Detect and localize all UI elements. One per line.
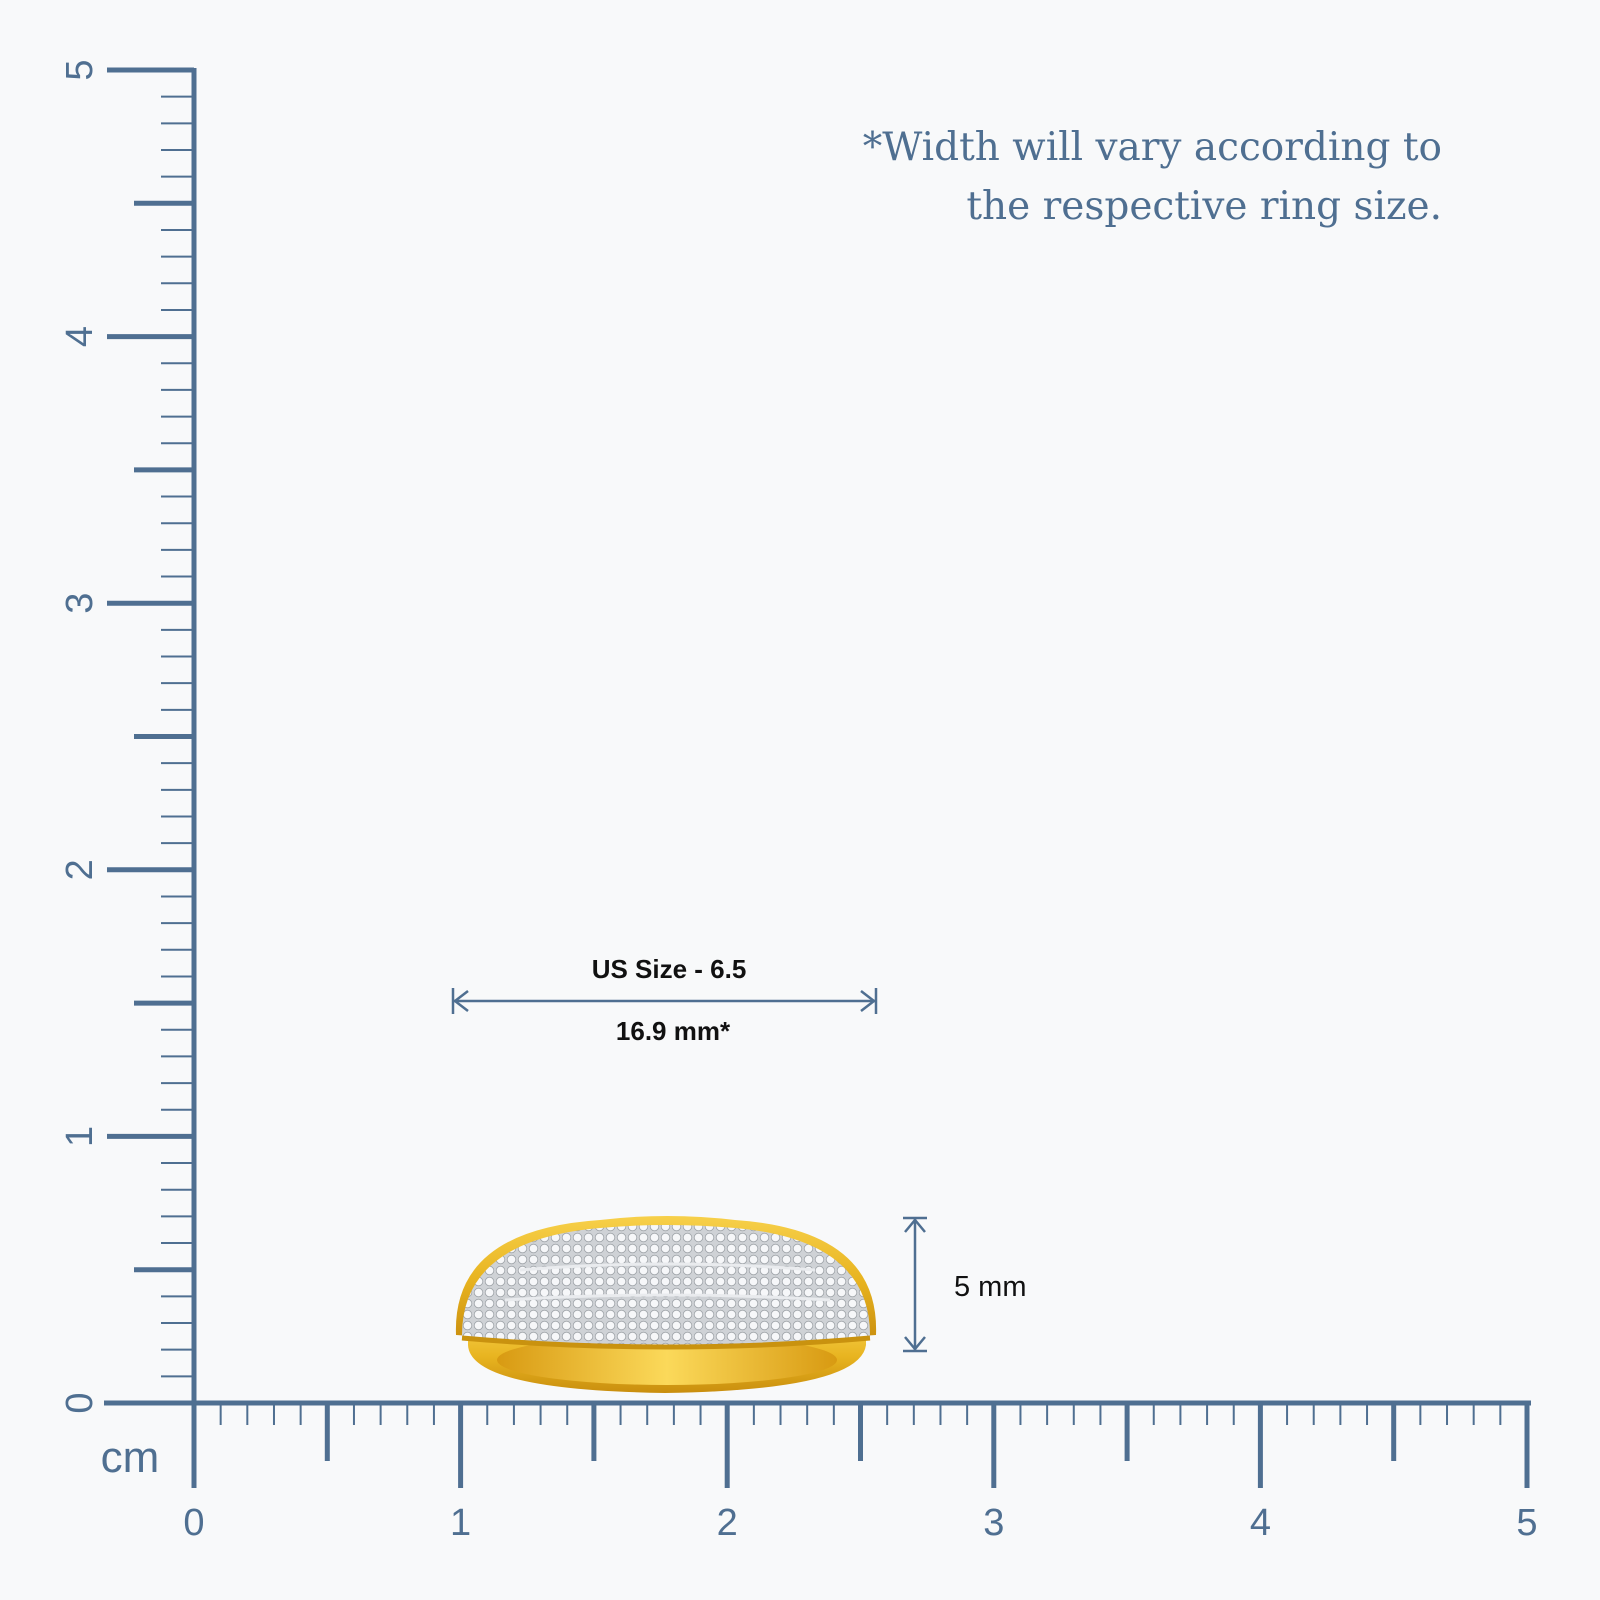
size-label: US Size - 6.5 xyxy=(592,954,747,984)
y-ruler-label: 2 xyxy=(59,859,101,880)
x-ruler-label: 5 xyxy=(1516,1502,1537,1544)
diameter-label: 16.9 mm* xyxy=(616,1016,731,1046)
y-ruler-label: 1 xyxy=(59,1126,101,1147)
x-ruler-label: 1 xyxy=(450,1502,471,1544)
note-line: *Width will vary according to xyxy=(863,125,1442,170)
note-line: the respective ring size. xyxy=(966,184,1442,229)
unit-label: cm xyxy=(101,1433,160,1482)
x-ruler-label: 4 xyxy=(1250,1502,1271,1544)
y-ruler-label: 4 xyxy=(59,326,101,347)
x-ruler-label: 0 xyxy=(183,1502,204,1544)
y-ruler-label: 0 xyxy=(59,1392,101,1413)
x-ruler-label: 2 xyxy=(717,1502,738,1544)
y-ruler-label: 3 xyxy=(59,593,101,614)
ruler: 0 1 2 3 4 5 0 1 2 3 4 5 xyxy=(59,59,1538,1544)
diameter-arrow xyxy=(451,988,878,1014)
width-arrow xyxy=(903,1216,927,1353)
width-label: 5 mm xyxy=(954,1271,1027,1303)
x-ruler-label: 3 xyxy=(983,1502,1004,1544)
ring-image xyxy=(455,1216,877,1393)
y-ruler-label: 5 xyxy=(59,59,101,80)
